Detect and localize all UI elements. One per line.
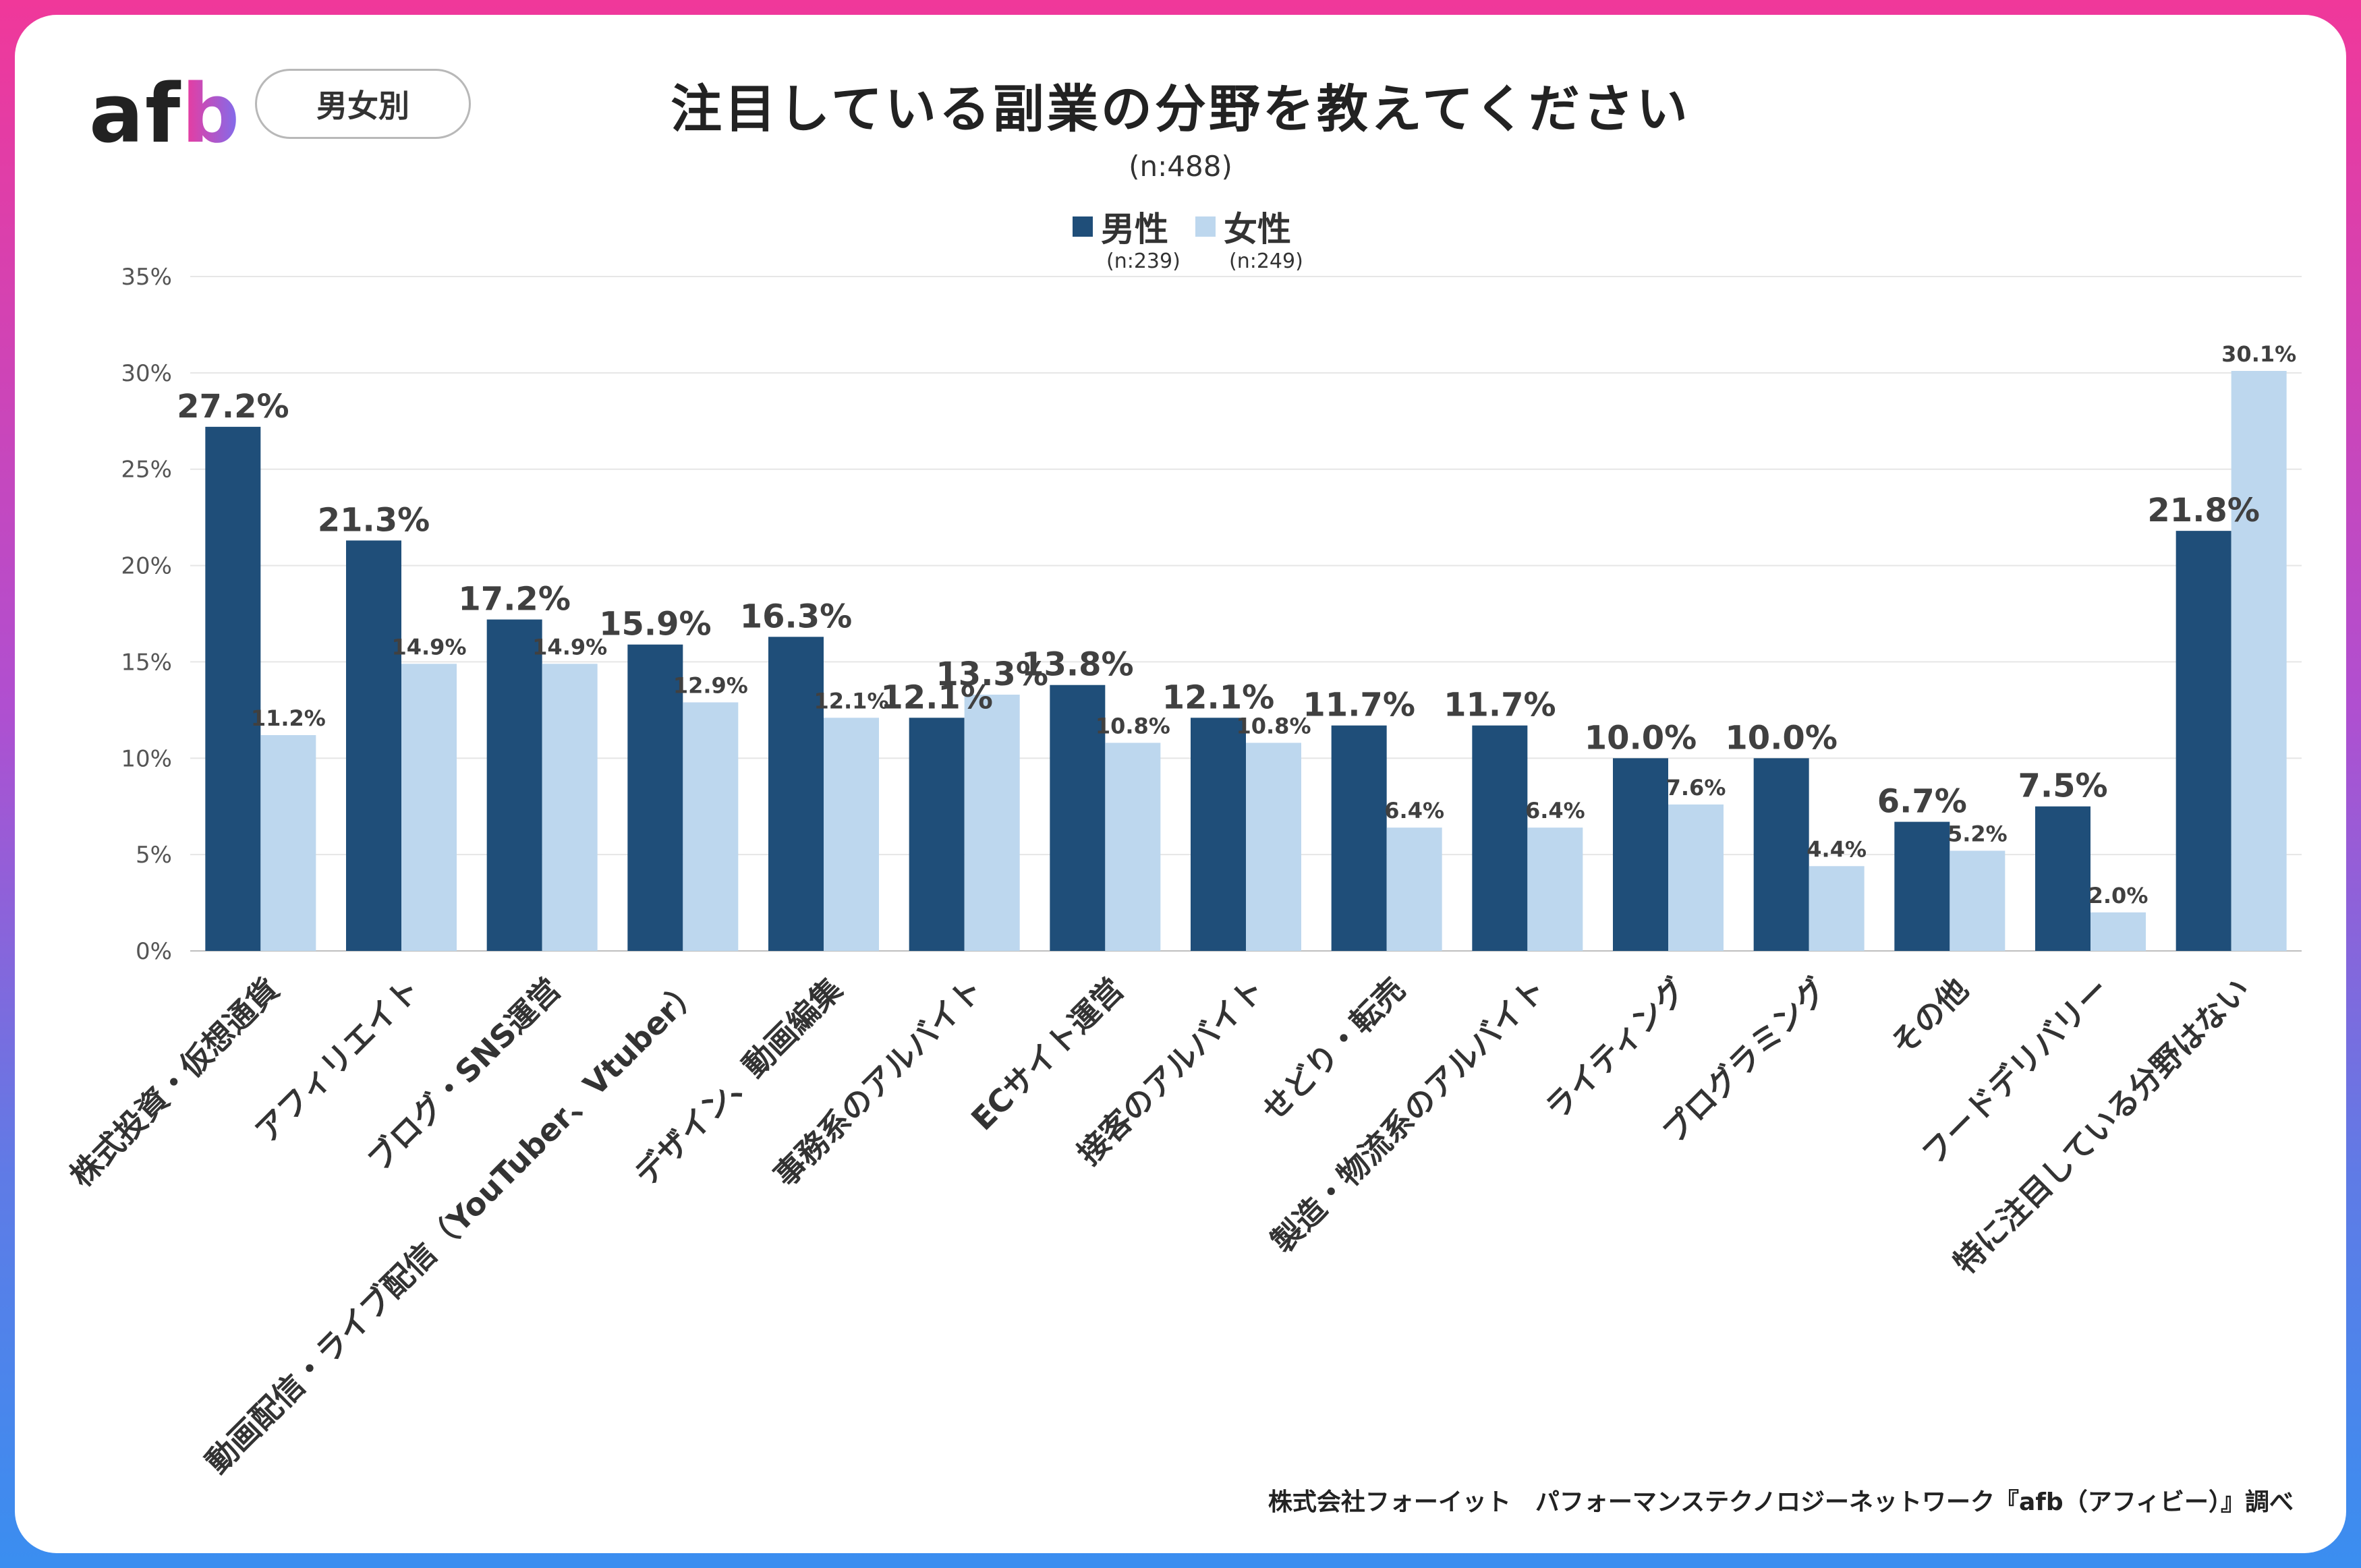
bar-female bbox=[1105, 743, 1161, 951]
chart-subtitle: (n:488) bbox=[1129, 150, 1232, 183]
bar-male bbox=[1613, 758, 1668, 951]
data-label-male: 17.2% bbox=[458, 581, 571, 618]
data-label-male: 21.8% bbox=[2147, 492, 2260, 529]
data-label-female: 2.0% bbox=[2088, 883, 2149, 908]
bar-male bbox=[1894, 821, 1950, 951]
bar-male bbox=[627, 644, 683, 951]
source-footer: 株式会社フォーイット パフォーマンステクノロジーネットワーク『afb（アフィビー… bbox=[1268, 1488, 2294, 1516]
data-label-female: 14.9% bbox=[391, 634, 466, 660]
bar-female bbox=[964, 695, 1020, 951]
legend-swatch-male bbox=[1073, 216, 1093, 237]
data-label-female: 30.1% bbox=[2221, 341, 2296, 367]
data-label-female: 13.3% bbox=[936, 656, 1048, 693]
gender-filter-pill[interactable]: 男女別 bbox=[255, 69, 471, 139]
bar-male bbox=[1191, 718, 1246, 951]
data-label-female: 6.4% bbox=[1525, 798, 1585, 823]
bar-male bbox=[909, 718, 965, 951]
y-tick-label: 10% bbox=[121, 745, 172, 772]
y-tick-label: 5% bbox=[136, 842, 172, 869]
legend-n-female: (n:249) bbox=[1229, 250, 1303, 273]
legend-item-male: 男性 (n:239) bbox=[1073, 202, 1180, 273]
data-label-male: 12.1% bbox=[1162, 678, 1275, 716]
category-label: その他 bbox=[1883, 971, 1975, 1063]
data-label-male: 13.8% bbox=[1021, 646, 1134, 684]
bar-female bbox=[683, 702, 739, 951]
category-label: 製造・物流系のアルバイト bbox=[1264, 971, 1553, 1260]
bar-female bbox=[2231, 371, 2287, 951]
bar-female bbox=[1668, 804, 1724, 951]
data-label-female: 12.1% bbox=[814, 688, 888, 714]
bar-female bbox=[542, 664, 598, 951]
bar-male bbox=[1753, 758, 1809, 951]
data-label-male: 27.2% bbox=[177, 388, 289, 426]
bar-male bbox=[1472, 725, 1528, 951]
data-label-female: 14.9% bbox=[532, 634, 607, 660]
bar-female bbox=[1527, 827, 1583, 951]
y-tick-label: 35% bbox=[121, 264, 172, 291]
data-label-female: 7.6% bbox=[1666, 775, 1726, 801]
y-tick-label: 25% bbox=[121, 457, 172, 484]
data-label-female: 12.9% bbox=[673, 672, 748, 698]
bar-male bbox=[2035, 806, 2090, 951]
bar-female bbox=[1809, 866, 1865, 951]
data-label-female: 10.8% bbox=[1096, 713, 1170, 738]
chart-title: 注目している副業の分野を教えてください bbox=[671, 79, 1690, 139]
legend-label-male: 男性 bbox=[1101, 210, 1168, 249]
bar-female bbox=[260, 735, 316, 951]
data-label-male: 21.3% bbox=[318, 501, 430, 539]
bar-male bbox=[2175, 531, 2231, 951]
bar-female bbox=[1386, 827, 1442, 951]
y-tick-label: 30% bbox=[121, 360, 172, 387]
data-label-female: 5.2% bbox=[1947, 821, 2008, 846]
data-label-female: 10.8% bbox=[1236, 713, 1311, 738]
category-label: ライティング bbox=[1538, 971, 1694, 1127]
data-label-male: 6.7% bbox=[1877, 783, 1967, 821]
data-label-male: 11.7% bbox=[1303, 687, 1415, 724]
bar-male bbox=[205, 426, 261, 951]
bar-male bbox=[486, 619, 542, 951]
bar-male bbox=[1050, 685, 1106, 951]
category-label: 株式投資・仮想通貨 bbox=[63, 971, 286, 1194]
bar-female bbox=[401, 664, 457, 951]
bar-male bbox=[346, 540, 401, 951]
data-label-male: 12.1% bbox=[880, 678, 993, 716]
y-tick-label: 15% bbox=[121, 649, 172, 676]
data-label-male: 10.0% bbox=[1725, 719, 1838, 757]
legend-swatch-female bbox=[1195, 216, 1216, 237]
bar-male bbox=[768, 637, 824, 951]
data-label-male: 7.5% bbox=[2018, 767, 2107, 805]
bar-male bbox=[1331, 725, 1387, 951]
data-label-male: 16.3% bbox=[740, 598, 853, 635]
category-label: せどり・転売 bbox=[1255, 971, 1412, 1128]
y-tick-label: 20% bbox=[121, 553, 172, 580]
bar-female bbox=[1246, 743, 1301, 951]
category-label: 動画配信・ライブ配信（YouTuber、Vtuber） bbox=[199, 971, 709, 1481]
data-label-male: 11.7% bbox=[1444, 687, 1556, 724]
legend-item-female: 女性 (n:249) bbox=[1195, 202, 1303, 273]
legend-n-male: (n:239) bbox=[1106, 250, 1180, 273]
data-label-female: 6.4% bbox=[1384, 798, 1444, 823]
legend-label-female: 女性 bbox=[1224, 210, 1291, 249]
data-label-male: 10.0% bbox=[1585, 719, 1697, 757]
legend: 男性 (n:239) 女性 (n:249) bbox=[1073, 202, 1303, 273]
y-tick-label: 0% bbox=[136, 938, 172, 965]
data-label-female: 11.2% bbox=[251, 705, 326, 731]
bar-female bbox=[824, 718, 879, 951]
category-label: 特に注目している分野はない bbox=[1946, 971, 2256, 1281]
data-label-female: 4.4% bbox=[1807, 836, 1867, 862]
bar-female bbox=[1950, 850, 2006, 951]
bar-female bbox=[2090, 912, 2146, 951]
afb-logo: afb bbox=[89, 67, 241, 161]
data-label-male: 15.9% bbox=[599, 606, 712, 643]
